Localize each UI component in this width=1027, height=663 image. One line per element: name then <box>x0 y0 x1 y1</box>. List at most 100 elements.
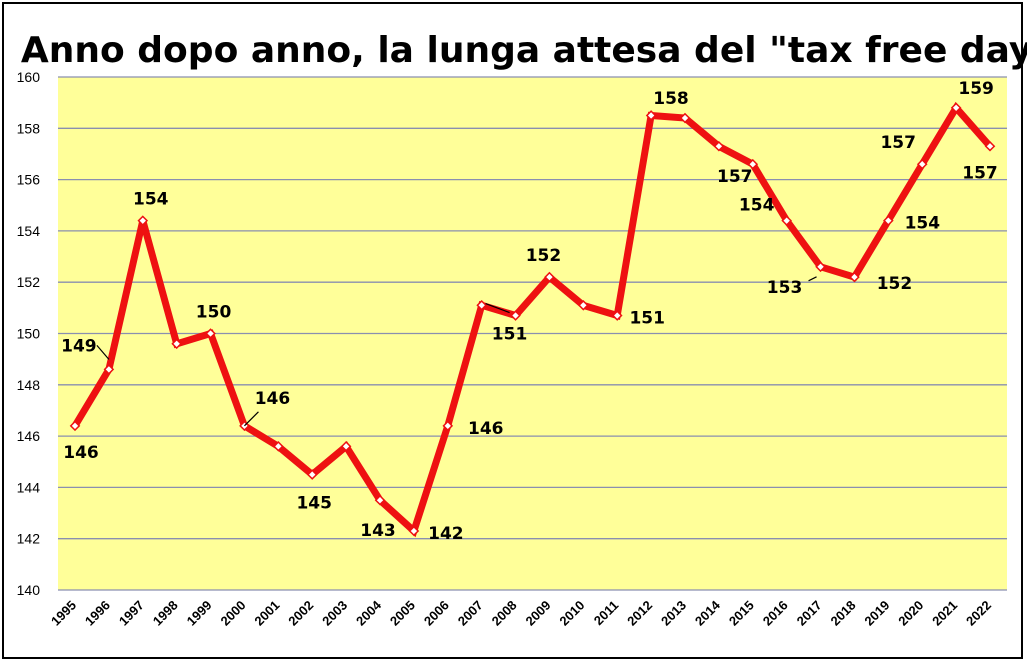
data-point-marker <box>578 299 589 311</box>
data-point-marker <box>815 261 826 273</box>
data-point-marker <box>950 102 962 114</box>
data-point-marker <box>340 441 352 452</box>
data-point-marker <box>713 140 725 152</box>
data-point-marker <box>205 328 216 339</box>
data-label: 154 <box>905 214 941 234</box>
data-point-marker <box>544 271 555 283</box>
data-label: 151 <box>629 309 665 329</box>
y-tick-label: 150 <box>17 326 41 342</box>
y-tick-label: 144 <box>17 479 41 495</box>
data-point-marker <box>916 158 928 170</box>
data-point-marker <box>442 420 454 432</box>
data-labels: 146 149 154 150 146 145 143 142 146 151 152 151 158 1… <box>61 79 998 544</box>
data-label: 149 <box>61 336 97 356</box>
data-label: 146 <box>468 419 504 439</box>
y-tick-label: 152 <box>17 274 41 290</box>
data-label: 151 <box>492 325 528 345</box>
data-point-marker <box>306 469 318 480</box>
label-leader-line <box>96 345 110 360</box>
data-point-marker <box>781 215 792 226</box>
x-tick-label: 2000 <box>218 598 249 629</box>
data-label: 154 <box>739 196 775 216</box>
x-tick-label: 1996 <box>82 598 113 629</box>
x-tick-label: 1995 <box>48 598 79 629</box>
x-tick-label: 1997 <box>116 598 147 629</box>
data-point-marker <box>611 310 623 321</box>
data-label: 157 <box>962 163 998 183</box>
label-leader-line <box>808 276 817 282</box>
x-tick-label: 2019 <box>861 598 892 629</box>
label-leader-line <box>244 411 259 427</box>
x-tick-label: 2007 <box>455 598 486 629</box>
data-label: 142 <box>428 524 464 544</box>
x-tick-label: 2018 <box>828 598 859 629</box>
data-label: 145 <box>296 494 332 514</box>
series-line <box>72 101 993 538</box>
x-tick-label: 1998 <box>150 598 181 629</box>
data-point-marker <box>408 525 420 537</box>
data-label: 146 <box>63 443 99 463</box>
x-tick-label: 2009 <box>523 598 554 629</box>
x-tick-label: 2017 <box>794 598 825 629</box>
x-tick-label: 2021 <box>929 598 960 629</box>
series-line-path <box>72 101 993 538</box>
y-tick-label: 140 <box>17 582 41 598</box>
x-tick-label: 2006 <box>421 598 452 629</box>
data-point-marker <box>476 299 487 311</box>
data-label: 159 <box>958 79 994 99</box>
data-label: 143 <box>360 521 396 541</box>
data-point-marker <box>374 494 386 506</box>
data-point-marker <box>273 441 284 452</box>
series-markers <box>69 102 996 537</box>
data-label: 152 <box>877 274 913 294</box>
x-tick-label: 2001 <box>251 598 282 629</box>
data-label: 157 <box>717 167 753 187</box>
data-label: 146 <box>255 389 291 409</box>
gridlines <box>58 76 1007 591</box>
y-tick-label: 156 <box>17 172 41 188</box>
x-tick-label: 2010 <box>556 598 587 629</box>
x-tick-label: 2008 <box>489 598 520 629</box>
x-tick-label: 2011 <box>591 598 622 629</box>
data-point-marker <box>510 310 521 321</box>
data-label: 154 <box>133 190 169 210</box>
y-tick-label: 160 <box>17 69 41 85</box>
x-tick-label: 2003 <box>319 598 350 629</box>
data-point-marker <box>171 338 182 350</box>
y-tick-label: 148 <box>17 377 41 393</box>
data-point-marker <box>747 158 759 170</box>
data-point-marker <box>103 364 115 375</box>
x-tick-label: 2004 <box>353 597 385 629</box>
data-point-marker <box>137 215 149 226</box>
x-tick-label: 2016 <box>760 598 791 629</box>
y-tick-label: 158 <box>17 120 41 136</box>
x-tick-label: 2022 <box>963 598 994 629</box>
x-tick-label: 2012 <box>624 598 655 629</box>
x-axis-ticks: 1995 1996 1997 1998 1999 2000 2001 2002 2003 2004… <box>48 597 994 629</box>
data-point-marker <box>69 420 81 432</box>
x-tick-label: 2005 <box>387 598 418 629</box>
data-point-marker <box>645 110 657 121</box>
data-point-marker <box>984 140 996 152</box>
y-tick-label: 154 <box>17 223 41 239</box>
x-tick-label: 2015 <box>726 598 757 629</box>
data-point-marker <box>883 215 894 226</box>
y-tick-label: 146 <box>17 428 41 444</box>
x-tick-label: 2002 <box>285 598 316 629</box>
data-label: 157 <box>880 133 916 153</box>
data-label: 153 <box>767 278 803 298</box>
x-tick-label: 1999 <box>184 598 215 629</box>
x-tick-label: 2014 <box>692 597 724 629</box>
data-label: 150 <box>196 303 232 323</box>
data-point-marker <box>849 271 860 283</box>
data-label: 158 <box>653 89 689 109</box>
data-label: 152 <box>526 246 562 266</box>
label-leader-line <box>485 302 510 314</box>
y-axis-ticks: 140 142 144 146 148 150 152 154 156 158 160 <box>17 69 41 598</box>
y-tick-label: 142 <box>17 531 41 547</box>
x-tick-label: 2013 <box>658 598 689 629</box>
x-tick-label: 2020 <box>895 598 926 629</box>
chart-title: Anno dopo anno, la lunga attesa del "tax… <box>21 30 1027 71</box>
data-point-marker <box>679 112 691 124</box>
